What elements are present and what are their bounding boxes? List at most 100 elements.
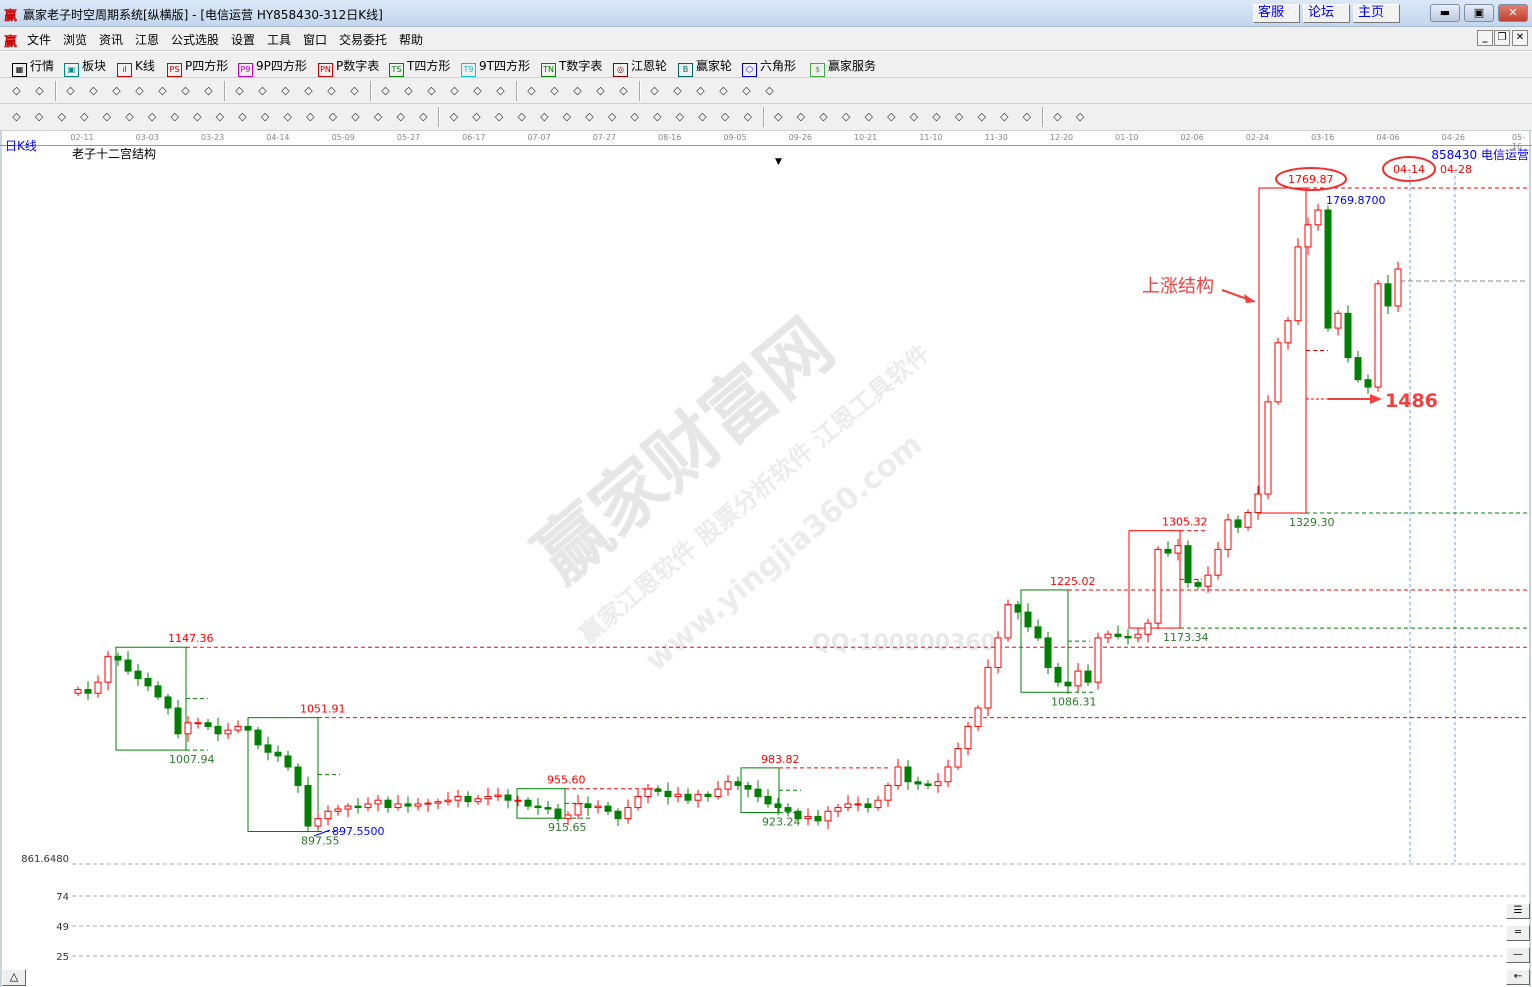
back-icon[interactable]: ←: [1506, 969, 1530, 985]
diamond-3-icon[interactable]: ◇: [427, 84, 436, 97]
cycle-icon[interactable]: ◇: [235, 84, 244, 97]
structure-box[interactable]: [247, 717, 319, 833]
trend-icon[interactable]: ◇: [1022, 110, 1032, 123]
curve-icon[interactable]: ◇: [585, 110, 594, 123]
diamond-4-icon[interactable]: ◇: [450, 84, 459, 97]
fork-8-icon[interactable]: ◇: [373, 110, 383, 123]
percent-icon[interactable]: ◇: [743, 110, 752, 123]
flag-icon[interactable]: ◇: [258, 84, 267, 97]
prev-icon[interactable]: ◇: [327, 84, 336, 97]
close-button[interactable]: ✕: [1498, 4, 1528, 22]
fan-icon[interactable]: ◇: [170, 110, 179, 123]
bar-icon[interactable]: ◇: [181, 84, 190, 97]
yinyang-icon[interactable]: ◇: [1053, 110, 1062, 123]
structure-box[interactable]: [115, 646, 187, 751]
structure-box[interactable]: [1258, 187, 1307, 514]
dropdown-icon[interactable]: ◇: [35, 84, 44, 97]
square-icon[interactable]: ◇: [472, 110, 481, 123]
next-icon[interactable]: ◇: [350, 84, 359, 97]
calculator-icon[interactable]: ◇: [673, 84, 682, 97]
toolbar-hexagon-button[interactable]: ⬡ 六角形: [742, 57, 796, 77]
lines-2-icon[interactable]: ◇: [517, 110, 526, 123]
fork-5-icon[interactable]: ◇: [147, 110, 157, 123]
chart-c-icon[interactable]: ◇: [158, 84, 167, 97]
toolbar-p9-button[interactable]: P9 9P四方形: [238, 57, 307, 77]
coin-5-icon[interactable]: ◇: [887, 110, 896, 123]
toolbar-tn-button[interactable]: TN T数字表: [541, 57, 602, 77]
menu-trade[interactable]: 交易委托: [339, 33, 388, 47]
lines-9-icon[interactable]: ◇: [977, 110, 986, 123]
chart-a-icon[interactable]: ◇: [112, 84, 121, 97]
diamond-1-icon[interactable]: ◇: [381, 84, 390, 97]
table-2-icon[interactable]: ◇: [1000, 110, 1009, 123]
mdi-minimize-button[interactable]: _: [1477, 30, 1493, 46]
fork-6-icon[interactable]: ◇: [238, 110, 247, 123]
truck-icon[interactable]: ◇: [765, 84, 774, 97]
save-icon[interactable]: ◇: [719, 84, 728, 97]
coin-2-icon[interactable]: ◇: [819, 110, 828, 123]
infinity-icon[interactable]: ◇: [1075, 110, 1085, 123]
structure-box[interactable]: [1020, 589, 1069, 693]
pen-icon[interactable]: ◇: [12, 110, 21, 123]
indicator-dropdown-icon[interactable]: ▼: [775, 157, 782, 167]
doc-icon[interactable]: ◇: [89, 84, 98, 97]
wave-icon[interactable]: ◇: [607, 110, 617, 123]
homepage-button[interactable]: 主页: [1353, 4, 1400, 23]
angle-icon[interactable]: ◇: [351, 110, 360, 123]
diamond-2-icon[interactable]: ◇: [404, 84, 413, 97]
toolbar-gann-wheel-button[interactable]: ◎ 江恩轮: [613, 57, 667, 77]
menu-help[interactable]: 帮助: [399, 33, 424, 47]
lines-3-icon[interactable]: ◇: [540, 110, 549, 123]
toolbar-big-wheel-button[interactable]: B 赢家轮: [678, 57, 732, 77]
menu-tools[interactable]: 工具: [267, 33, 292, 47]
dropdown-icon[interactable]: ◇: [204, 84, 213, 97]
bars-icon[interactable]: ◇: [215, 110, 225, 123]
fork-4-icon[interactable]: ◇: [125, 110, 134, 123]
menu-formula[interactable]: 公式选股: [171, 33, 220, 47]
crosshair-icon[interactable]: ◇: [550, 84, 559, 97]
minimize-button[interactable]: ▬: [1430, 4, 1460, 22]
chart-b-icon[interactable]: ◇: [135, 84, 144, 97]
menu-settings[interactable]: 设置: [231, 33, 256, 47]
hand-icon[interactable]: ◇: [527, 84, 536, 97]
lines-7-icon[interactable]: ◇: [932, 110, 941, 123]
first-icon[interactable]: ◇: [281, 84, 290, 97]
diamond-6-icon[interactable]: ◇: [496, 84, 505, 97]
notes-icon[interactable]: ◇: [696, 84, 705, 97]
menu-window[interactable]: 窗口: [303, 33, 328, 47]
menu-gann[interactable]: 江恩: [135, 33, 160, 47]
period-label[interactable]: 日K线: [5, 139, 37, 153]
grid-3-icon[interactable]: ◇: [653, 110, 662, 123]
fork-2-icon[interactable]: ◇: [80, 110, 89, 123]
diamond-5-icon[interactable]: ◇: [473, 84, 482, 97]
ruler-icon[interactable]: ◇: [698, 110, 707, 123]
comb-icon[interactable]: ◇: [449, 110, 459, 123]
hatch-icon[interactable]: ◇: [675, 110, 685, 123]
lines-5-icon[interactable]: ◇: [774, 110, 783, 123]
toolbar-dollar-button[interactable]: $ 赢家服务: [810, 57, 876, 77]
fork-9-icon[interactable]: ◇: [396, 110, 405, 123]
fork-7-icon[interactable]: ◇: [260, 110, 270, 123]
fork-3-icon[interactable]: ◇: [102, 110, 112, 123]
zoom-2-icon[interactable]: ═: [1506, 925, 1530, 941]
circle-icon[interactable]: ◇: [193, 110, 202, 123]
mdi-close-button[interactable]: ✕: [1512, 30, 1528, 46]
coin-4-icon[interactable]: ◇: [864, 110, 873, 123]
maximize-button[interactable]: ▣: [1464, 4, 1494, 22]
lines-6-icon[interactable]: ◇: [909, 110, 919, 123]
toolbar-ps-button[interactable]: PS P四方形: [167, 57, 228, 77]
toolbar-sector-grid-button[interactable]: ▣ 板块: [64, 57, 106, 77]
coin-1-icon[interactable]: ◇: [796, 110, 806, 123]
fork-1-icon[interactable]: ◇: [57, 110, 66, 123]
toolbar-pn-button[interactable]: PN P数字表: [318, 57, 379, 77]
layout-icon[interactable]: ◇: [12, 84, 21, 97]
menu-file[interactable]: 文件: [27, 33, 52, 47]
gift-icon[interactable]: ◇: [596, 84, 605, 97]
lines-4-icon[interactable]: ◇: [562, 110, 572, 123]
toolbar-candlestick-button[interactable]: ıl K线: [117, 57, 155, 77]
structure-box[interactable]: [516, 788, 566, 819]
toolbar-ts-button[interactable]: TS T四方形: [389, 57, 450, 77]
globe-icon[interactable]: ◇: [619, 84, 628, 97]
calendar-icon[interactable]: ◇: [650, 84, 659, 97]
